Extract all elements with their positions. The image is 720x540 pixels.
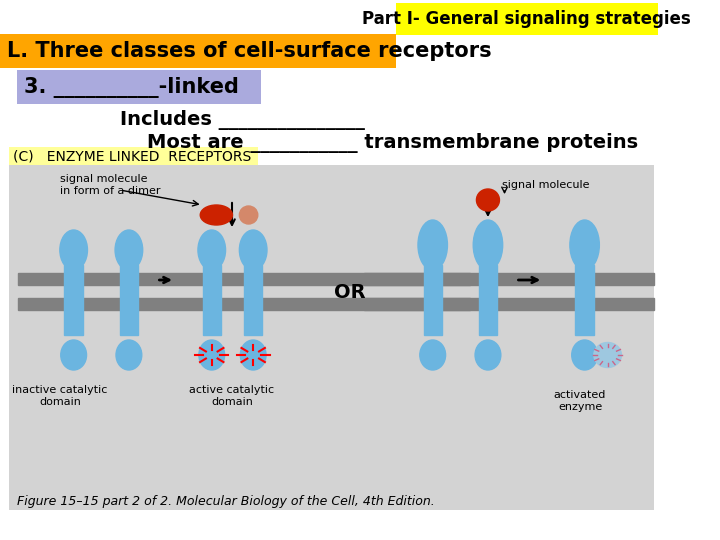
Ellipse shape	[239, 230, 267, 270]
Text: L. Three classes of cell-surface receptors: L. Three classes of cell-surface recepto…	[7, 41, 492, 61]
Ellipse shape	[116, 340, 142, 370]
FancyBboxPatch shape	[9, 165, 654, 510]
FancyBboxPatch shape	[0, 34, 396, 68]
FancyBboxPatch shape	[9, 147, 258, 167]
Bar	[423, 265, 442, 335]
Text: activated
enzyme: activated enzyme	[554, 390, 606, 411]
Bar	[120, 265, 138, 335]
Bar	[479, 265, 497, 335]
Ellipse shape	[239, 206, 258, 224]
Text: signal molecule: signal molecule	[502, 180, 589, 190]
Bar	[244, 265, 262, 335]
Bar	[19, 273, 469, 285]
Text: active catalytic
domain: active catalytic domain	[189, 385, 274, 407]
Ellipse shape	[198, 230, 225, 270]
Ellipse shape	[240, 340, 266, 370]
Text: Part I- General signaling strategies: Part I- General signaling strategies	[362, 10, 691, 28]
Text: inactive catalytic
domain: inactive catalytic domain	[12, 385, 107, 407]
Text: Includes _______________: Includes _______________	[120, 110, 364, 130]
Text: signal molecule
in form of a dimer: signal molecule in form of a dimer	[60, 174, 161, 196]
Ellipse shape	[477, 189, 500, 211]
Ellipse shape	[200, 205, 233, 225]
FancyBboxPatch shape	[17, 70, 261, 104]
Bar	[202, 265, 221, 335]
Ellipse shape	[115, 230, 143, 270]
Bar	[575, 265, 594, 335]
Ellipse shape	[594, 342, 621, 368]
Text: Most are ___________ transmembrane proteins: Most are ___________ transmembrane prote…	[148, 133, 639, 153]
Text: 3. __________-linked: 3. __________-linked	[24, 77, 239, 98]
Ellipse shape	[475, 340, 501, 370]
Bar	[19, 298, 469, 310]
Text: Figure 15–15 part 2 of 2. Molecular Biology of the Cell, 4th Edition.: Figure 15–15 part 2 of 2. Molecular Biol…	[17, 496, 434, 509]
Ellipse shape	[420, 340, 446, 370]
Bar	[364, 273, 654, 285]
Ellipse shape	[570, 220, 599, 270]
Text: (C)   ENZYME LINKED  RECEPTORS: (C) ENZYME LINKED RECEPTORS	[13, 150, 251, 164]
Ellipse shape	[473, 220, 503, 270]
Ellipse shape	[60, 340, 86, 370]
FancyBboxPatch shape	[396, 3, 658, 35]
Ellipse shape	[199, 340, 225, 370]
Bar	[364, 298, 654, 310]
Ellipse shape	[418, 220, 447, 270]
Bar	[65, 265, 83, 335]
Text: OR: OR	[334, 284, 366, 302]
Ellipse shape	[572, 340, 598, 370]
Ellipse shape	[60, 230, 87, 270]
